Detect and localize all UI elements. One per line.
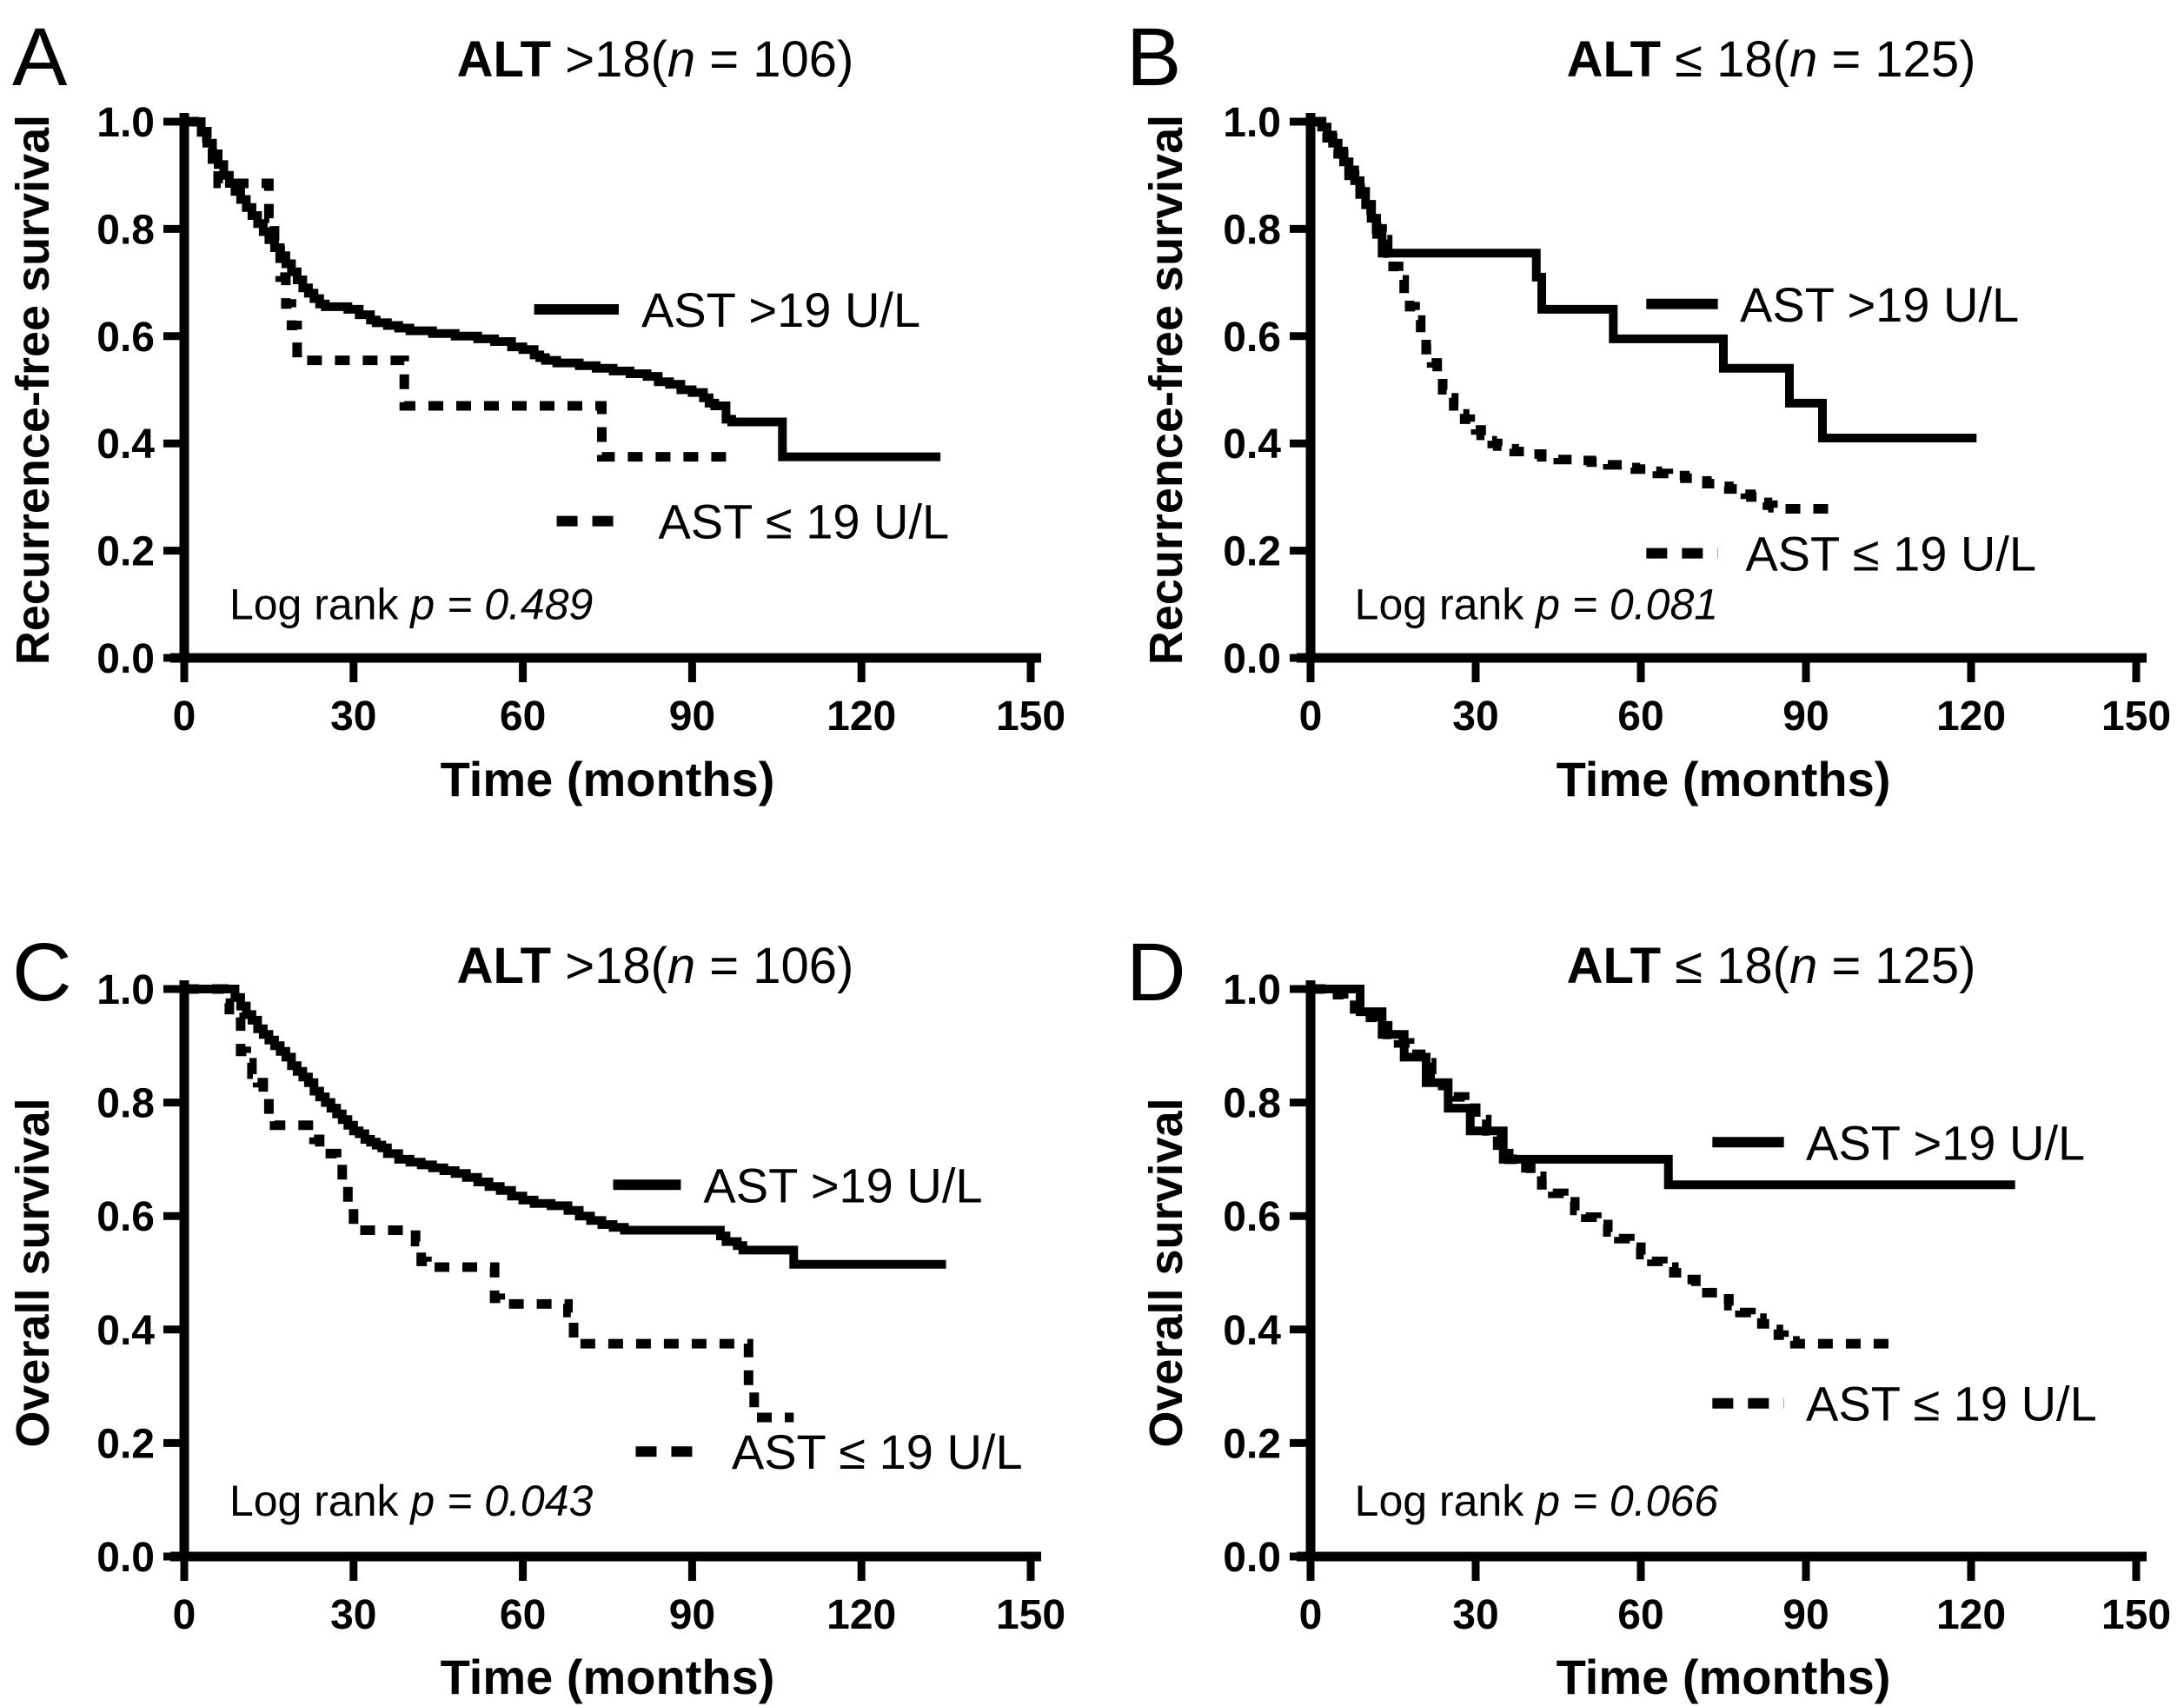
panel-c-y-tick-label: 1.0: [96, 967, 155, 1013]
panel-c-x-tick-label: 30: [330, 1592, 376, 1638]
panel-d-y-tick-label: 0.6: [1223, 1194, 1281, 1240]
panel-d-y-tick-label: 0.2: [1223, 1421, 1281, 1467]
panel-b-legend-label-dashed: AST ≤ 19 U/L: [1745, 527, 2036, 581]
panel-d-y-tick-label: 0.4: [1223, 1308, 1281, 1354]
panel-b-x-tick-label: 150: [2101, 694, 2171, 740]
panel-d-x-axis-title: Time (months): [1557, 1650, 1891, 1704]
panel-B: B ALT ≤ 18(n = 125) 1.0 0.8 0.6 0.4 0.2 0.0 0 30 6…: [1092, 0, 2184, 853]
panel-b-y-tick-label: 1.0: [1223, 100, 1281, 146]
panel-a-x-tick-label: 60: [500, 694, 546, 740]
panel-d-y-tick-label: 1.0: [1223, 967, 1281, 1013]
panel-A: A ALT >18(n = 106) 1.0 0.8 0.6 0.4 0.2 0.0 0 30 60…: [0, 0, 1092, 853]
panel-c-y-tick-label: 0.6: [96, 1194, 155, 1240]
panel-D: D ALT ≤ 18(n = 125) 1.0 0.8 0.6 0.4 0.2 0.0 0 30 6…: [1092, 853, 2184, 1706]
panel-a-x-axis-title: Time (months): [441, 752, 775, 807]
panel-a-y-tick-label: 1.0: [96, 100, 155, 146]
panel-b-x-tick-label: 0: [1299, 694, 1323, 740]
panel-c-curve-dashed: [184, 984, 794, 1423]
panel-c-legend-label-dashed: AST ≤ 19 U/L: [732, 1424, 1023, 1479]
panel-c-x-tick-label: 0: [173, 1592, 196, 1638]
panel-D-svg: D ALT ≤ 18(n = 125) 1.0 0.8 0.6 0.4 0.2 0.0 0 30 6…: [1126, 926, 2171, 1704]
panel-c-y-tick-label: 0.4: [96, 1308, 155, 1354]
panel-c-y-tick-label: 0.2: [96, 1421, 155, 1467]
panel-d-x-tick-label: 120: [1936, 1592, 2006, 1638]
panel-b-legend-label-solid: AST >19 U/L: [1740, 277, 2019, 332]
panel-b-x-tick-label: 60: [1617, 694, 1663, 740]
panel-a-x-tick-label: 0: [173, 694, 196, 740]
panel-c-title: ALT >18(n = 106): [457, 938, 854, 994]
panel-a-y-tick-label: 0.2: [96, 529, 155, 575]
panel-c-x-tick-label: 90: [669, 1592, 715, 1638]
panel-c-x-tick-label: 120: [826, 1592, 896, 1638]
panel-b-x-tick-label: 30: [1452, 694, 1498, 740]
panel-c-y-tick-label: 0.8: [96, 1081, 155, 1127]
panel-b-y-tick-label: 0.2: [1223, 529, 1281, 575]
panel-c-x-tick-label: 60: [500, 1592, 546, 1638]
panel-c-x-axis-title: Time (months): [441, 1650, 775, 1704]
panel-a-y-tick-label: 0.4: [96, 422, 155, 468]
panel-c-x-tick-label: 150: [996, 1592, 1065, 1638]
panel-b-log-rank-text: Log rank p = 0.081: [1355, 581, 1718, 629]
panel-b-title: ALT ≤ 18(n = 125): [1567, 31, 1976, 88]
panel-a-y-tick-label: 0.6: [96, 315, 155, 361]
panel-d-letter: D: [1126, 926, 1186, 1019]
panel-d-legend-label-dashed: AST ≤ 19 U/L: [1806, 1377, 2097, 1431]
panel-c-y-tick-label: 0.0: [96, 1535, 155, 1581]
panel-a-log-rank-text: Log rank p = 0.489: [229, 581, 593, 629]
panel-d-curve-dashed: [1311, 984, 1889, 1349]
panel-a-y-tick-label: 0.8: [96, 207, 155, 253]
panel-a-y-tick-label: 0.0: [96, 636, 155, 682]
panel-a-curve-solid: [184, 117, 941, 461]
panel-b-curve-solid: [1311, 117, 1977, 442]
panel-A-svg: A ALT >18(n = 106) 1.0 0.8 0.6 0.4 0.2 0.0 0 30 60…: [7, 11, 1065, 807]
panel-c-legend-label-solid: AST >19 U/L: [703, 1158, 982, 1212]
panel-b-x-tick-label: 120: [1936, 694, 2006, 740]
panel-a-y-axis-title: Recurrence-free survival: [7, 115, 59, 665]
panel-C-svg: C ALT >18(n = 106) 1.0 0.8 0.6 0.4 0.2 0.0 0 30 60…: [7, 926, 1065, 1704]
panel-a-legend-label-dashed: AST ≤ 19 U/L: [658, 495, 949, 549]
panel-d-x-tick-label: 0: [1299, 1592, 1323, 1638]
panel-a-curve-dashed: [184, 116, 738, 462]
panel-a-x-tick-label: 150: [996, 694, 1065, 740]
panel-b-y-axis-title: Recurrence-free survival: [1140, 115, 1192, 665]
panel-d-legend-label-solid: AST >19 U/L: [1806, 1115, 2085, 1170]
panel-d-x-tick-label: 60: [1617, 1592, 1663, 1638]
panel-c-y-axis-title: Overall survival: [7, 1098, 59, 1447]
panel-a-x-tick-label: 120: [826, 694, 896, 740]
panel-d-x-tick-label: 30: [1452, 1592, 1498, 1638]
panel-a-legend-label-solid: AST >19 U/L: [641, 282, 920, 337]
panel-d-log-rank-text: Log rank p = 0.066: [1355, 1477, 1719, 1525]
panel-d-curve-solid: [1311, 985, 2015, 1190]
panel-C: C ALT >18(n = 106) 1.0 0.8 0.6 0.4 0.2 0.0 0 30 60…: [0, 853, 1092, 1706]
panel-b-letter: B: [1126, 11, 1181, 103]
panel-b-y-tick-label: 0.6: [1223, 315, 1281, 361]
panel-d-x-tick-label: 90: [1782, 1592, 1829, 1638]
panel-b-y-tick-label: 0.4: [1223, 422, 1281, 468]
panel-d-y-tick-label: 0.0: [1223, 1535, 1281, 1581]
panel-b-x-axis-title: Time (months): [1557, 752, 1891, 807]
panel-B-svg: B ALT ≤ 18(n = 125) 1.0 0.8 0.6 0.4 0.2 0.0 0 30 6…: [1126, 11, 2171, 807]
panel-d-title: ALT ≤ 18(n = 125): [1567, 938, 1976, 994]
panel-a-x-tick-label: 90: [669, 694, 715, 740]
panel-c-letter: C: [12, 926, 72, 1019]
panel-c-curve-solid: [184, 985, 946, 1269]
panel-a-letter: A: [12, 11, 68, 103]
panel-d-x-tick-label: 150: [2101, 1592, 2171, 1638]
panel-b-x-tick-label: 90: [1782, 694, 1829, 740]
panel-b-y-tick-label: 0.0: [1223, 636, 1281, 682]
panel-b-y-tick-label: 0.8: [1223, 207, 1281, 253]
panel-c-log-rank-text: Log rank p = 0.043: [229, 1477, 594, 1525]
panel-a-x-tick-label: 30: [330, 694, 376, 740]
panel-d-y-axis-title: Overall survival: [1140, 1098, 1192, 1447]
panel-d-y-tick-label: 0.8: [1223, 1081, 1281, 1127]
panel-a-title: ALT >18(n = 106): [457, 31, 854, 88]
panel-b-curve-dashed: [1311, 116, 1834, 514]
